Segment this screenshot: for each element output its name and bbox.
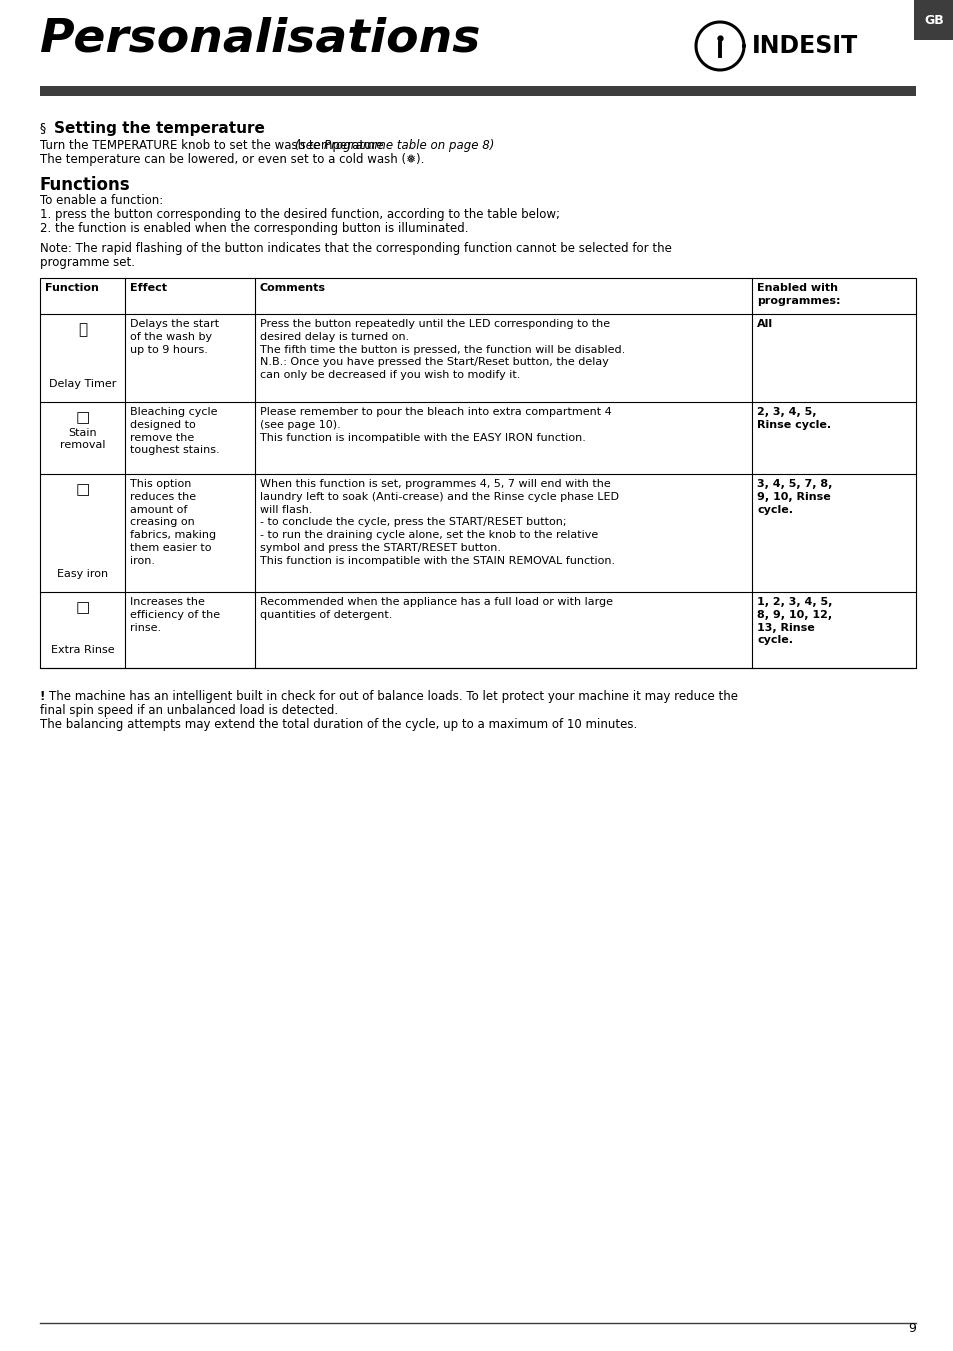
Text: This option
reduces the
amount of
creasing on
fabrics, making
them easier to
iro: This option reduces the amount of creasi… — [130, 480, 216, 566]
Text: The balancing attempts may extend the total duration of the cycle, up to a maxim: The balancing attempts may extend the to… — [40, 717, 637, 731]
Text: Recommended when the appliance has a full load or with large
quantities of deter: Recommended when the appliance has a ful… — [259, 597, 612, 620]
Text: 2, 3, 4, 5,
Rinse cycle.: 2, 3, 4, 5, Rinse cycle. — [757, 407, 830, 430]
Text: All: All — [757, 319, 773, 330]
Bar — [40, 86, 915, 96]
Text: GB: GB — [923, 14, 943, 27]
Text: 1. press the button corresponding to the desired function, according to the tabl: 1. press the button corresponding to the… — [40, 208, 559, 222]
Text: Effect: Effect — [130, 282, 167, 293]
Text: §: § — [40, 122, 46, 134]
Text: Delays the start
of the wash by
up to 9 hours.: Delays the start of the wash by up to 9 … — [130, 319, 219, 354]
Text: Extra Rinse: Extra Rinse — [51, 644, 114, 655]
Text: Press the button repeatedly until the LED corresponding to the
desired delay is : Press the button repeatedly until the LE… — [259, 319, 624, 380]
Text: (see Programme table on page 8): (see Programme table on page 8) — [295, 139, 495, 153]
Text: Easy iron: Easy iron — [57, 569, 108, 580]
Text: The temperature can be lowered, or even set to a cold wash (❅).: The temperature can be lowered, or even … — [40, 153, 424, 166]
Text: 3, 4, 5, 7, 8,
9, 10, Rinse
cycle.: 3, 4, 5, 7, 8, 9, 10, Rinse cycle. — [757, 480, 832, 515]
Text: 2. the function is enabled when the corresponding button is illuminated.: 2. the function is enabled when the corr… — [40, 222, 468, 235]
Text: When this function is set, programmes 4, 5, 7 will end with the
laundry left to : When this function is set, programmes 4,… — [259, 480, 618, 566]
Text: Note: The rapid flashing of the button indicates that the corresponding function: Note: The rapid flashing of the button i… — [40, 242, 671, 255]
Text: 9: 9 — [907, 1323, 915, 1335]
Text: ⌛: ⌛ — [78, 322, 87, 336]
Text: Bleaching cycle
designed to
remove the
toughest stains.: Bleaching cycle designed to remove the t… — [130, 407, 219, 455]
Text: Please remember to pour the bleach into extra compartment 4
(see page 10).
This : Please remember to pour the bleach into … — [259, 407, 611, 443]
Text: □: □ — [75, 409, 90, 426]
Text: Delay Timer: Delay Timer — [49, 380, 116, 389]
Text: The machine has an intelligent built in check for out of balance loads. To let p: The machine has an intelligent built in … — [49, 690, 738, 703]
Text: Function: Function — [45, 282, 99, 293]
Text: Turn the TEMPERATURE knob to set the wash temperature: Turn the TEMPERATURE knob to set the was… — [40, 139, 387, 153]
Text: final spin speed if an unbalanced load is detected.: final spin speed if an unbalanced load i… — [40, 704, 337, 717]
Bar — [913, 0, 953, 41]
Text: Increases the
efficiency of the
rinse.: Increases the efficiency of the rinse. — [130, 597, 220, 632]
Text: INDESIT: INDESIT — [751, 34, 858, 58]
Text: !: ! — [40, 690, 50, 703]
Text: .: . — [436, 139, 439, 153]
Text: □: □ — [75, 482, 90, 497]
Text: Setting the temperature: Setting the temperature — [54, 122, 265, 136]
Text: Personalisations: Personalisations — [40, 16, 480, 61]
Text: To enable a function:: To enable a function: — [40, 195, 163, 207]
Text: Stain
removal: Stain removal — [60, 428, 105, 450]
Text: Comments: Comments — [259, 282, 325, 293]
Text: Functions: Functions — [40, 176, 131, 195]
Text: 1, 2, 3, 4, 5,
8, 9, 10, 12,
13, Rinse
cycle.: 1, 2, 3, 4, 5, 8, 9, 10, 12, 13, Rinse c… — [757, 597, 832, 646]
Text: programme set.: programme set. — [40, 255, 135, 269]
Text: □: □ — [75, 600, 90, 615]
Bar — [40, 278, 915, 667]
Text: Enabled with
programmes:: Enabled with programmes: — [757, 282, 840, 305]
